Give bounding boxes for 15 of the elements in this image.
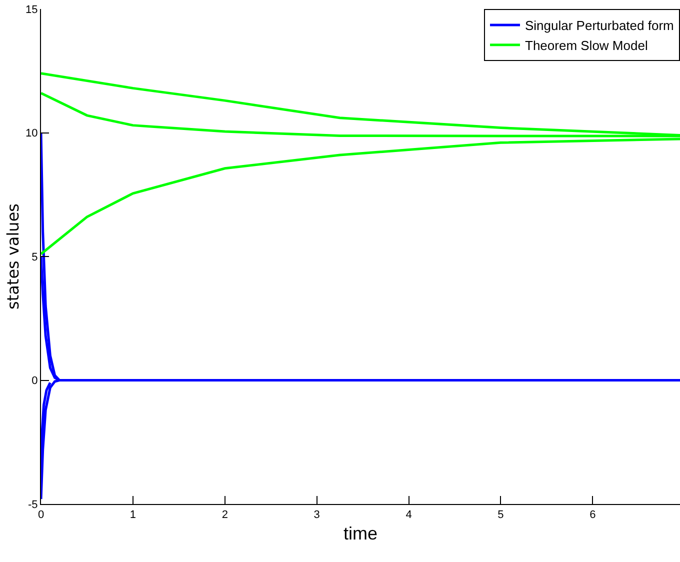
y-tick-label: -5 (28, 498, 38, 511)
y-tick-label: 5 (32, 251, 38, 264)
y-tick-label: 15 (26, 4, 38, 16)
x-tick-label: 3 (314, 509, 320, 522)
y-axis-title: states values (3, 204, 22, 310)
legend-label: Theorem Slow Model (525, 38, 648, 53)
y-tick-label: 10 (26, 128, 38, 140)
x-tick-label: 4 (406, 509, 412, 522)
x-tick-label: 5 (498, 509, 504, 522)
x-tick-label: 2 (222, 509, 228, 522)
y-tick-label: 0 (32, 375, 38, 388)
legend-label: Singular Perturbated form (525, 18, 674, 34)
x-tick-label: 6 (590, 509, 596, 522)
x-tick-label: 1 (130, 509, 136, 522)
x-axis-title: time (343, 523, 378, 544)
